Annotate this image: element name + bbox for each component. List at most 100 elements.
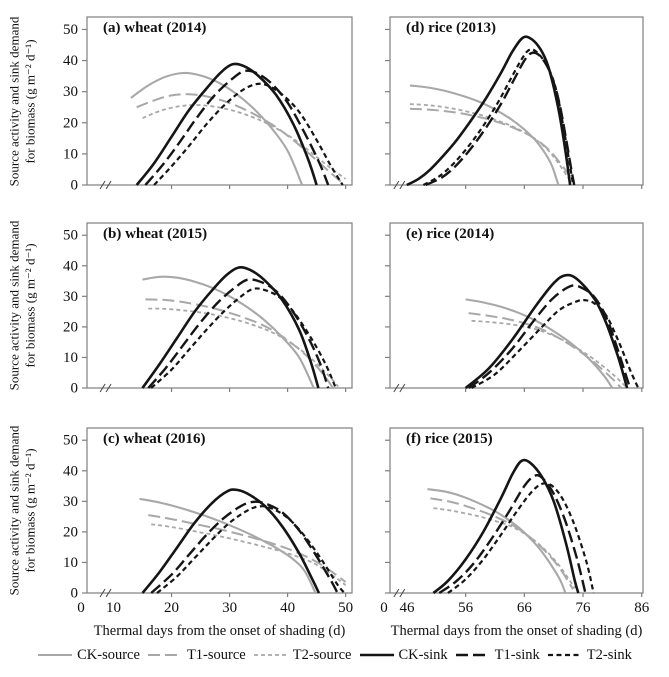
b-t2-sink-line: [150, 287, 337, 389]
x-tick-label: 56: [458, 600, 474, 616]
plot-frame: [86, 16, 353, 186]
plot-frame: [86, 427, 353, 594]
y-tick-label: 30: [63, 84, 78, 100]
axis-break-mark: [99, 588, 106, 598]
y-tick-label: 20: [63, 319, 78, 335]
y-tick-label: 10: [63, 555, 78, 571]
x-tick-label: 50: [338, 600, 353, 616]
f-t2-source-line: [433, 507, 576, 589]
y-tick-label: 40: [63, 463, 78, 479]
panel-title-a: (a) wheat (2014): [103, 20, 207, 36]
y-tick-label: 20: [63, 115, 78, 131]
y-axis-label-line2: for biomass (g m⁻² d⁻¹): [22, 243, 37, 368]
axis-break-mark: [105, 588, 112, 598]
b-t2-source-line: [148, 307, 339, 388]
f-t1-sink-line: [438, 474, 587, 595]
panel-title-e: (e) rice (2014): [406, 226, 495, 242]
x-tick-label: 86: [634, 600, 650, 616]
e-ck-sink-line: [464, 273, 629, 390]
e-ck-source-line: [465, 298, 614, 389]
y-tick-label: 10: [63, 146, 78, 162]
y-tick-label: 40: [63, 53, 78, 69]
c-t2-sink-line: [156, 505, 346, 594]
x-tick-label: 10: [106, 600, 121, 616]
y-axis-label-line1: Source activity and sink demand: [6, 16, 22, 186]
axis-break-mark: [105, 383, 112, 393]
x-axis-title-wheat: Thermal days from the onset of shading (…: [93, 622, 346, 639]
x-tick-label: 30: [222, 600, 237, 616]
panel-c-plot: 0 10 20 30 40 50 0 10 20 30 40 50: [63, 427, 353, 616]
y-tick-label: 30: [63, 289, 78, 305]
y-tick-label: 50: [63, 22, 78, 38]
legend-label: CK-source: [77, 646, 140, 663]
b-ck-sink-line: [141, 265, 320, 389]
y-axis-label-line2: for biomass (g m⁻² d⁻¹): [22, 448, 37, 573]
panel-title-d: (d) rice (2013): [406, 20, 496, 36]
y-tick-label: 0: [71, 178, 79, 194]
d-ck-source-line: [409, 84, 560, 186]
axis-break-mark: [393, 383, 400, 393]
legend-label: CK-sink: [398, 646, 448, 663]
y-tick-label: 50: [63, 433, 78, 449]
panel-title-f: (f) rice (2015): [406, 431, 493, 447]
f-t1-source-line: [430, 497, 574, 590]
y-tick-label: 30: [63, 494, 78, 510]
x-axis-title-rice: Thermal days from the onset of shading (…: [390, 622, 643, 639]
axis-break-mark: [393, 588, 400, 598]
panel-a-plot: 0 10 20 30 40 50: [63, 16, 353, 194]
axis-break-mark: [399, 383, 406, 393]
c-t1-source-line: [148, 514, 347, 583]
c-t1-sink-line: [150, 500, 339, 594]
b-t1-source-line: [145, 298, 334, 389]
legend-label: T2-sink: [586, 646, 632, 663]
f-t2-sink-line: [447, 482, 595, 594]
y-axis-label-line2: for biomass (g m⁻² d⁻¹): [22, 38, 37, 164]
a-t1-source-line: [136, 93, 344, 184]
plot-frame: [389, 427, 644, 594]
panel-f-plot: 0 46 56 66 76 86: [380, 427, 650, 616]
e-t2-source-line: [471, 319, 626, 387]
legend-entry-t1-sink: T1-sink: [455, 647, 540, 664]
legend-label: T2-source: [292, 646, 352, 663]
axis-break-mark: [399, 180, 406, 190]
f-ck-sink-line: [432, 458, 580, 595]
y-tick-label: 0: [71, 586, 79, 602]
legend-line-sample-t1-source: [147, 654, 182, 656]
legend-entry-t2-source: T2-source: [253, 647, 352, 664]
x-tick-label: 40: [280, 600, 295, 616]
panel-d-plot: [385, 16, 644, 190]
plot-frame: [86, 222, 353, 389]
a-t2-sink-line: [153, 82, 344, 186]
x-tick-label: 0: [380, 600, 388, 616]
d-t1-source-line: [409, 107, 576, 183]
x-tick-label: 46: [399, 600, 415, 616]
a-ck-source-line: [130, 71, 304, 186]
legend-entry-ck-sink: CK-sink: [359, 647, 448, 664]
legend-entry-t2-sink: T2-sink: [547, 647, 632, 664]
legend-label: T1-sink: [494, 646, 540, 663]
y-tick-label: 40: [63, 258, 78, 274]
axis-break-mark: [99, 383, 106, 393]
b-ck-source-line: [142, 275, 315, 389]
x-tick-label: 76: [576, 600, 592, 616]
panel-b-plot: 0 10 20 30 40 50: [63, 222, 353, 397]
x-tick-label: 20: [164, 600, 179, 616]
legend-line-sample-t2-source: [253, 654, 288, 656]
legend-entry-ck-source: CK-source: [37, 647, 140, 664]
y-tick-label: 0: [71, 381, 79, 397]
panel-title-c: (c) wheat (2016): [103, 431, 206, 447]
x-tick-label: 66: [517, 600, 533, 616]
legend-line-sample-ck-source: [38, 653, 73, 657]
y-axis-label-line1: Source activity and sink demand: [6, 425, 22, 596]
panel-title-b: (b) wheat (2015): [103, 226, 208, 242]
plot-frame: [389, 16, 644, 186]
plot-frame: [389, 222, 644, 389]
legend-label: T1-source: [186, 646, 246, 663]
c-ck-sink-line: [141, 488, 321, 594]
e-t1-sink-line: [467, 284, 632, 389]
axis-break-mark: [399, 588, 406, 598]
f-ck-source-line: [427, 488, 567, 594]
legend-line-sample-t1-sink: [455, 653, 490, 657]
axis-break-mark: [393, 180, 400, 190]
